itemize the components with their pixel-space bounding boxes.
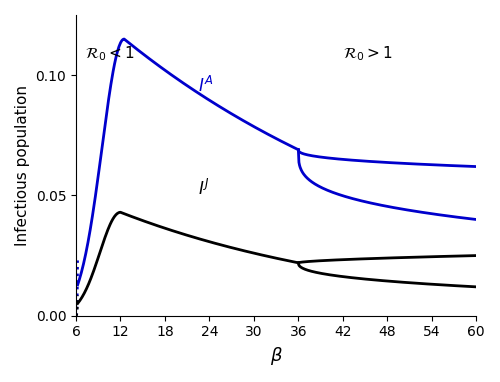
Text: $\mathcal{R}_0 > 1$: $\mathcal{R}_0 > 1$ (343, 44, 392, 63)
X-axis label: $\beta$: $\beta$ (270, 345, 282, 367)
Y-axis label: Infectious population: Infectious population (15, 85, 30, 246)
Text: $I^J$: $I^J$ (198, 179, 209, 199)
Text: $I^A$: $I^A$ (198, 76, 214, 96)
Text: $\mathcal{R}_0 < 1$: $\mathcal{R}_0 < 1$ (85, 44, 134, 63)
